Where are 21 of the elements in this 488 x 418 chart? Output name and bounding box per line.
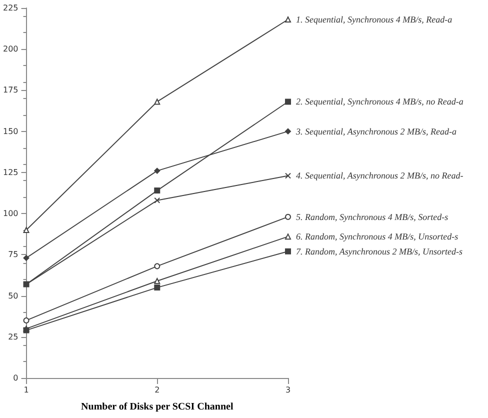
y-tick-label: 175 <box>2 86 18 95</box>
y-tick-label: 100 <box>2 209 18 218</box>
series-label: 7. Random, Asynchronous 2 MB/s, Unsorted-s <box>296 246 463 256</box>
x-tick-label: 2 <box>154 386 160 394</box>
y-tick-label: 225 <box>2 4 18 12</box>
y-tick-label: 125 <box>2 168 18 177</box>
series-label: 2. Sequential, Synchronous 4 MB/s, no Read-a <box>296 96 464 107</box>
y-tick-label: 0 <box>13 374 18 382</box>
series-label: 1. Sequential, Synchronous 4 MB/s, Read-a <box>296 14 453 25</box>
x-axis-title: Number of Disks per SCSI Channel <box>81 402 234 412</box>
x-tick-label: 1 <box>24 386 29 394</box>
series-label: 4. Sequential, Asynchronous 2 MB/s, no Read- <box>296 170 464 181</box>
y-tick-label: 150 <box>2 126 18 136</box>
series-label: 6. Random, Synchronous 4 MB/s, Unsorted-s <box>296 232 459 242</box>
series-label: 3. Sequential, Asynchronous 2 MB/s, Read-a <box>295 126 457 136</box>
y-tick-label: 200 <box>2 44 18 54</box>
y-tick-label: 50 <box>8 291 18 300</box>
y-tick-label: 75 <box>8 250 18 260</box>
series-label: 5. Random, Synchronous 4 MB/s, Sorted-s <box>296 212 449 222</box>
y-tick-label: 25 <box>8 332 18 342</box>
x-tick-label: 3 <box>285 386 291 394</box>
